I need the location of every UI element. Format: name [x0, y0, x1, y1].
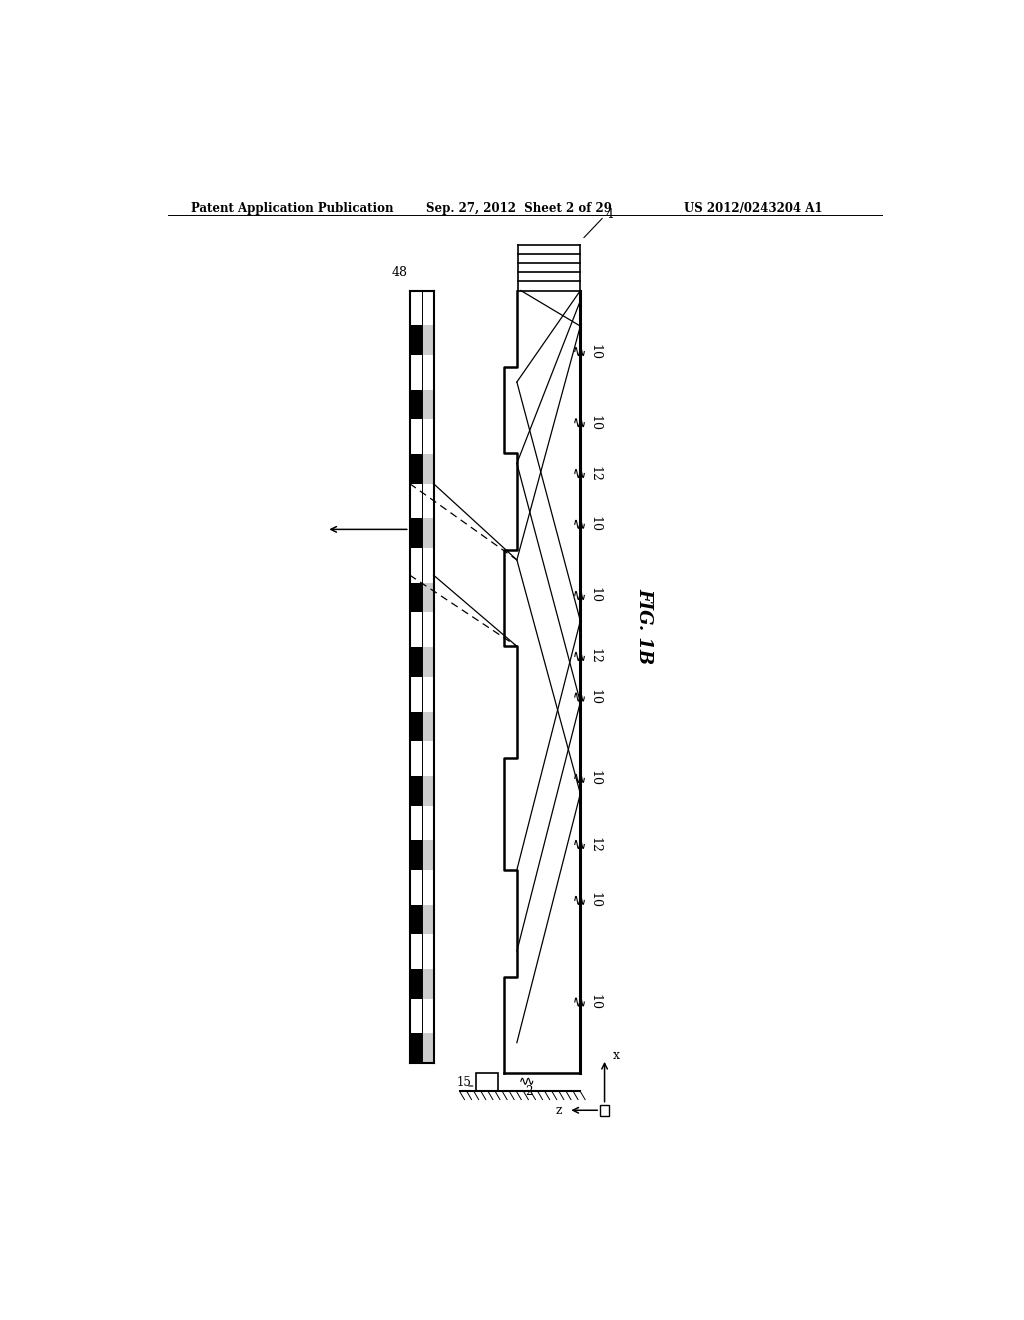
Bar [411, 358, 422, 387]
Text: 10: 10 [588, 994, 601, 1010]
Text: 10: 10 [588, 587, 601, 603]
Bar [423, 583, 433, 612]
Bar [411, 808, 422, 838]
Bar [411, 937, 422, 966]
Bar [423, 454, 433, 483]
Bar [423, 680, 433, 709]
Bar [411, 615, 422, 644]
Bar [423, 615, 433, 644]
Text: 10: 10 [588, 516, 601, 532]
Bar [411, 1001, 422, 1031]
Bar [411, 486, 422, 516]
Text: 2: 2 [524, 1085, 532, 1098]
Bar [411, 904, 422, 935]
Bar [423, 1034, 433, 1063]
Bar [411, 422, 422, 451]
Text: 4: 4 [606, 207, 613, 220]
Bar [423, 808, 433, 838]
Bar [600, 1105, 609, 1115]
Text: Patent Application Publication: Patent Application Publication [191, 202, 394, 215]
Text: 10: 10 [588, 892, 601, 908]
Bar [411, 293, 422, 322]
Text: 10: 10 [588, 414, 601, 430]
Bar [411, 969, 422, 999]
Bar [423, 937, 433, 966]
Bar [423, 743, 433, 774]
Bar [423, 389, 433, 420]
Text: 12: 12 [588, 648, 601, 664]
Bar [411, 776, 422, 805]
Bar [423, 904, 433, 935]
Bar [411, 841, 422, 870]
Text: 10: 10 [588, 343, 601, 359]
Bar [411, 454, 422, 483]
Bar [423, 873, 433, 902]
Bar [423, 358, 433, 387]
Text: x: x [612, 1049, 620, 1063]
Text: US 2012/0243204 A1: US 2012/0243204 A1 [684, 202, 822, 215]
Bar [411, 550, 422, 581]
Bar [423, 647, 433, 677]
Bar [411, 873, 422, 902]
Bar [423, 1001, 433, 1031]
Text: z: z [556, 1104, 562, 1117]
Bar [423, 422, 433, 451]
Text: 15: 15 [457, 1076, 472, 1089]
Bar [423, 841, 433, 870]
Bar [411, 711, 422, 741]
Bar [423, 293, 433, 322]
Text: 12: 12 [588, 837, 601, 853]
Bar [411, 647, 422, 677]
Bar [423, 519, 433, 548]
Bar [475, 1073, 498, 1092]
Bar [411, 389, 422, 420]
Text: 10: 10 [588, 771, 601, 787]
Bar [423, 550, 433, 581]
Bar [423, 325, 433, 355]
Text: 48: 48 [391, 267, 408, 280]
Text: 10: 10 [588, 689, 601, 705]
Text: 12: 12 [588, 466, 601, 482]
Bar [411, 680, 422, 709]
Bar [411, 583, 422, 612]
Bar [411, 325, 422, 355]
Bar [411, 519, 422, 548]
Bar [423, 969, 433, 999]
Bar [423, 711, 433, 741]
Bar [423, 776, 433, 805]
Bar [411, 743, 422, 774]
Text: Sep. 27, 2012  Sheet 2 of 29: Sep. 27, 2012 Sheet 2 of 29 [426, 202, 611, 215]
Bar [423, 486, 433, 516]
Bar [411, 1034, 422, 1063]
Text: FIG. 1B: FIG. 1B [636, 587, 654, 664]
